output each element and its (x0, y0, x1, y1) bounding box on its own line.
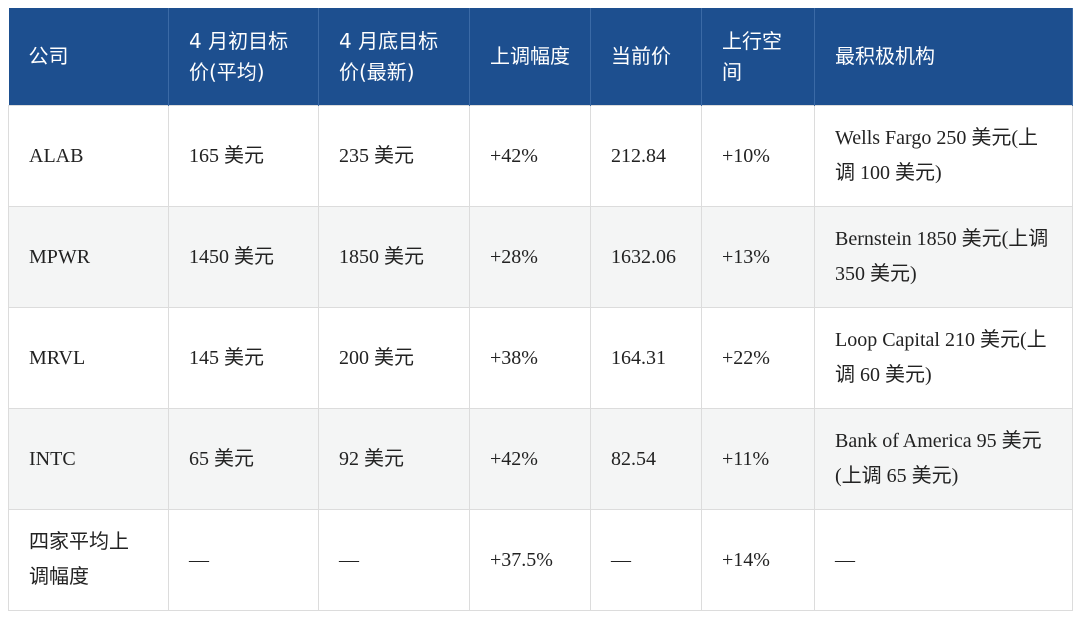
table-cell: +14% (701, 509, 815, 611)
table-cell: 145 美元 (168, 307, 319, 409)
table-cell: Wells Fargo 250 美元(上调 100 美元) (814, 105, 1073, 207)
table-cell: +28% (469, 206, 591, 308)
table-row: ALAB 165 美元 235 美元 +42% 212.84 +10% Wells Farg… (8, 105, 1073, 207)
header-cell: 上行空间 (701, 8, 815, 106)
table-cell: — (590, 509, 702, 611)
table-body: ALAB 165 美元 235 美元 +42% 212.84 +10% Wells Farg… (8, 105, 1073, 611)
table-cell: Bernstein 1850 美元(上调 350 美元) (814, 206, 1073, 308)
table-cell: ALAB (8, 105, 169, 207)
table-cell: 1450 美元 (168, 206, 319, 308)
header-cell: 上调幅度 (469, 8, 591, 106)
table-cell: — (168, 509, 319, 611)
header-cell: 4 月初目标价(平均) (168, 8, 319, 106)
table-row: MRVL 145 美元 200 美元 +38% 164.31 +22% Loop Capit… (8, 307, 1073, 409)
table-cell: 92 美元 (318, 408, 470, 510)
table-cell: Loop Capital 210 美元(上调 60 美元) (814, 307, 1073, 409)
table-header: 公司 4 月初目标价(平均) 4 月底目标价(最新) 上调幅度 当前价 上行空间 最积极机构 (8, 8, 1073, 106)
table-cell: 82.54 (590, 408, 702, 510)
table-row: MPWR 1450 美元 1850 美元 +28% 1632.06 +13% Bernste… (8, 206, 1073, 308)
table-cell: 四家平均上调幅度 (8, 509, 169, 611)
table-cell: Bank of America 95 美元(上调 65 美元) (814, 408, 1073, 510)
table-cell: +10% (701, 105, 815, 207)
table-cell: MPWR (8, 206, 169, 308)
data-table: 公司 4 月初目标价(平均) 4 月底目标价(最新) 上调幅度 当前价 上行空间 最积极机构… (8, 8, 1073, 611)
table-cell: 1632.06 (590, 206, 702, 308)
table-cell: +42% (469, 408, 591, 510)
header-cell: 最积极机构 (814, 8, 1073, 106)
table-cell: +22% (701, 307, 815, 409)
table-cell: 200 美元 (318, 307, 470, 409)
table-cell: +38% (469, 307, 591, 409)
table-cell: — (318, 509, 470, 611)
table-cell: +13% (701, 206, 815, 308)
table-cell: +11% (701, 408, 815, 510)
header-row: 公司 4 月初目标价(平均) 4 月底目标价(最新) 上调幅度 当前价 上行空间 最积极机构 (8, 8, 1073, 106)
table-cell: MRVL (8, 307, 169, 409)
table-cell: 235 美元 (318, 105, 470, 207)
table-cell: +37.5% (469, 509, 591, 611)
table-row: INTC 65 美元 92 美元 +42% 82.54 +11% Bank of Ameri… (8, 408, 1073, 510)
table-cell: +42% (469, 105, 591, 207)
table-row: 四家平均上调幅度 — — +37.5% — +14% — (8, 509, 1073, 611)
table-cell: 164.31 (590, 307, 702, 409)
table-cell: 1850 美元 (318, 206, 470, 308)
table-cell: INTC (8, 408, 169, 510)
table-cell: 65 美元 (168, 408, 319, 510)
header-cell: 4 月底目标价(最新) (318, 8, 470, 106)
header-cell: 公司 (8, 8, 169, 106)
table-cell: 212.84 (590, 105, 702, 207)
table-cell: 165 美元 (168, 105, 319, 207)
table-cell: — (814, 509, 1073, 611)
header-cell: 当前价 (590, 8, 702, 106)
